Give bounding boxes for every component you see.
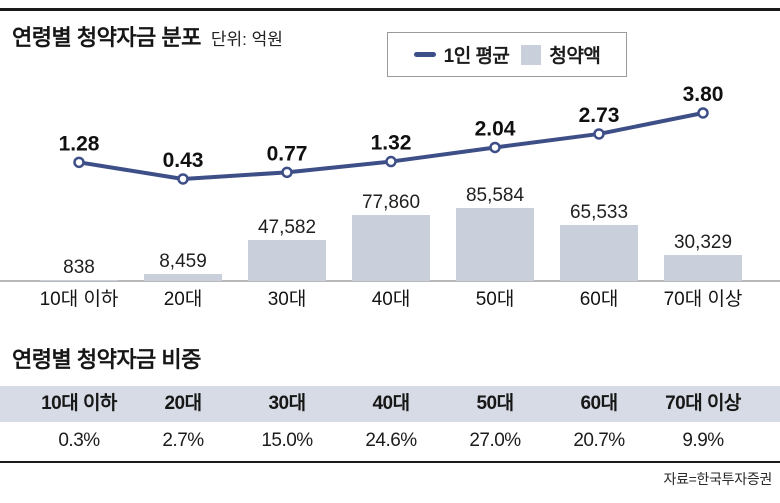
x-axis-label: 40대 — [372, 288, 411, 310]
table-title: 연령별 청약자금 비중 — [12, 347, 201, 372]
bar-value-label: 85,584 — [466, 185, 525, 206]
legend-bar-swatch — [521, 44, 542, 65]
x-axis-label: 20대 — [164, 288, 203, 310]
bottom-divider — [0, 461, 780, 463]
line-marker — [281, 166, 293, 179]
bar-0 — [40, 280, 118, 281]
x-axis-label: 50대 — [476, 288, 515, 310]
bar-value-label: 47,582 — [258, 217, 316, 238]
line-marker — [593, 128, 605, 140]
table-header-cell: 60대 — [580, 393, 618, 414]
legend-bar-label: 청약액 — [549, 46, 601, 67]
bar-value-label: 30,329 — [674, 232, 732, 253]
bar-value-label: 77,860 — [362, 192, 420, 213]
table-value-cell: 0.3% — [58, 430, 100, 451]
line-value-label: 1.28 — [59, 132, 100, 155]
table-header-row: 10대 이하 20대 30대 40대 50대 60대 70대 이상 — [0, 386, 780, 422]
table-header-cell: 40대 — [372, 393, 410, 414]
bar-value-label: 8,459 — [159, 251, 207, 272]
bar-3 — [352, 215, 430, 281]
line-marker — [489, 141, 501, 154]
x-axis-label: 60대 — [580, 288, 619, 310]
line-value-label: 0.77 — [267, 142, 308, 165]
bar-5 — [560, 225, 638, 281]
bar-6 — [664, 255, 742, 281]
chart-title: 연령별 청약자금 분포 — [12, 25, 201, 50]
table-header-cell: 70대 이상 — [665, 393, 741, 414]
table-values-row: 0.3% 2.7% 15.0% 24.6% 27.0% 20.7% 9.9% — [0, 422, 780, 460]
legend-item-line: 1인 평균 — [413, 41, 510, 68]
table-header-cell: 50대 — [476, 393, 514, 414]
line-marker — [697, 107, 709, 119]
line-value-label: 3.80 — [683, 83, 724, 106]
source-credit: 자료=한국투자증권 — [663, 471, 772, 487]
top-divider — [0, 8, 780, 11]
table-header-cell: 30대 — [268, 393, 306, 414]
legend-line-label: 1인 평균 — [443, 46, 510, 67]
chart-unit-label: 단위: 억원 — [210, 30, 283, 49]
legend: 1인 평균 청약액 — [387, 32, 627, 77]
x-axis-label: 10대 이하 — [40, 288, 119, 310]
line-marker — [177, 173, 189, 185]
line-value-label: 2.04 — [475, 117, 516, 140]
x-axis-label: 70대 이상 — [664, 288, 743, 310]
table-value-cell: 2.7% — [162, 430, 204, 451]
line-marker — [385, 155, 397, 168]
table-header-cell: 20대 — [164, 393, 202, 414]
bar-2 — [248, 240, 326, 281]
legend-line-swatch — [413, 52, 436, 57]
table-value-cell: 20.7% — [573, 430, 625, 451]
table-value-cell: 9.9% — [682, 430, 724, 451]
table-value-cell: 15.0% — [261, 430, 313, 451]
chart-canvas: 838 10대 이하 8,459 20대 47,582 30대 77,860 40대 85,58… — [0, 83, 780, 310]
legend-item-bar: 청약액 — [521, 41, 601, 68]
bar-1 — [144, 274, 222, 281]
x-axis-label: 30대 — [268, 288, 307, 310]
bar-value-label: 65,533 — [570, 202, 628, 223]
chart-header: 연령별 청약자금 분포 단위: 억원 — [12, 20, 283, 52]
line-value-label: 0.43 — [163, 149, 204, 172]
line-marker — [73, 156, 85, 169]
line-value-label: 2.73 — [579, 104, 620, 127]
table-value-cell: 27.0% — [469, 430, 521, 451]
bar-4 — [456, 208, 534, 281]
line-value-label: 1.32 — [371, 132, 412, 155]
table-header-cell: 10대 이하 — [41, 393, 117, 414]
bar-value-label: 838 — [63, 257, 95, 278]
table-value-cell: 24.6% — [365, 430, 417, 451]
